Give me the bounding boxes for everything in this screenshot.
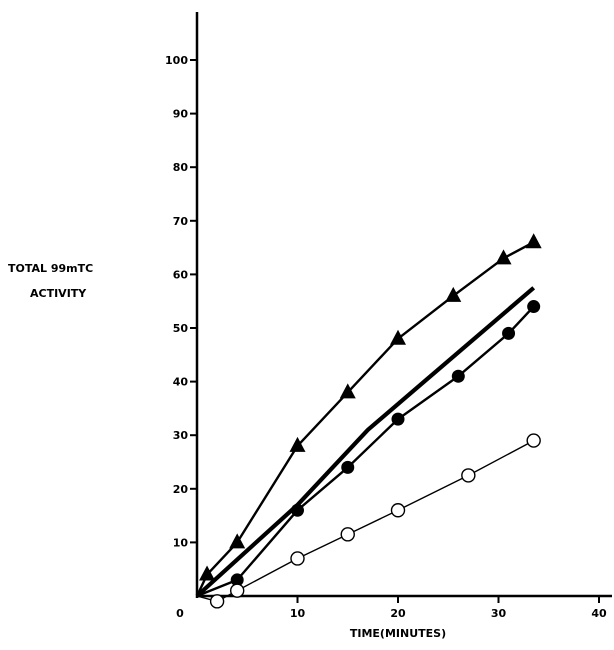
y-axis-title-line2: ACTIVITY <box>30 287 87 300</box>
x-tick-label: 20 <box>390 607 406 620</box>
series-1 <box>195 233 542 597</box>
y-axis-title-line1: TOTAL 99mTC <box>8 262 93 275</box>
y-tick-label: 40 <box>173 376 189 389</box>
y-tick-label: 30 <box>173 429 189 442</box>
data-point-open-circle <box>209 594 225 609</box>
series-line <box>195 286 536 598</box>
y-tick-label: 20 <box>173 483 189 496</box>
y-tick-label: 90 <box>173 108 189 121</box>
data-point-filled-circle <box>502 326 516 340</box>
x-tick-label: 0 <box>176 607 184 620</box>
data-point-filled-circle <box>291 503 304 517</box>
data-point-filled-circle <box>341 460 355 474</box>
data-point-open-circle <box>390 503 406 518</box>
data-point-open-circle <box>229 583 245 598</box>
axes <box>195 12 612 598</box>
y-tick-label: 70 <box>173 215 189 228</box>
x-tick-label: 10 <box>290 607 306 620</box>
y-tick-label: 80 <box>173 161 189 174</box>
series-4 <box>196 433 541 609</box>
x-tick-label: 40 <box>591 607 607 620</box>
data-point-triangle <box>390 329 406 345</box>
y-tick-label: 100 <box>165 54 188 67</box>
data-point-triangle <box>229 533 246 549</box>
y-axis-ticks: 10 20 30 40 50 60 70 80 90 100 <box>165 54 197 549</box>
data-point-open-circle <box>461 468 476 483</box>
series-line <box>196 439 535 603</box>
data-point-open-circle <box>526 433 541 448</box>
data-point-triangle <box>199 565 216 581</box>
y-tick-label: 50 <box>173 322 189 335</box>
data-point-filled-circle <box>391 412 405 426</box>
data-point-open-circle <box>340 527 355 542</box>
series-line <box>195 241 535 597</box>
x-tick-label: 30 <box>491 607 507 620</box>
series-3 <box>196 300 541 598</box>
data-point-triangle <box>445 286 462 302</box>
x-axis-title: TIME(MINUTES) <box>350 627 446 640</box>
y-tick-label: 60 <box>173 268 189 281</box>
y-tick-label: 10 <box>173 536 189 549</box>
series-2 <box>195 286 536 598</box>
data-point-triangle <box>525 233 542 249</box>
data-point-filled-circle <box>451 369 465 383</box>
x-axis-ticks: 0 10 20 30 40 <box>176 596 607 620</box>
data-point-filled-circle <box>527 300 541 314</box>
data-point-filled-circle <box>230 573 244 587</box>
data-point-triangle <box>495 249 512 265</box>
data-point-triangle <box>289 436 306 452</box>
series-line <box>196 305 535 598</box>
data-point-open-circle <box>290 551 305 566</box>
data-point-triangle <box>339 383 356 399</box>
series-layer <box>195 233 542 609</box>
